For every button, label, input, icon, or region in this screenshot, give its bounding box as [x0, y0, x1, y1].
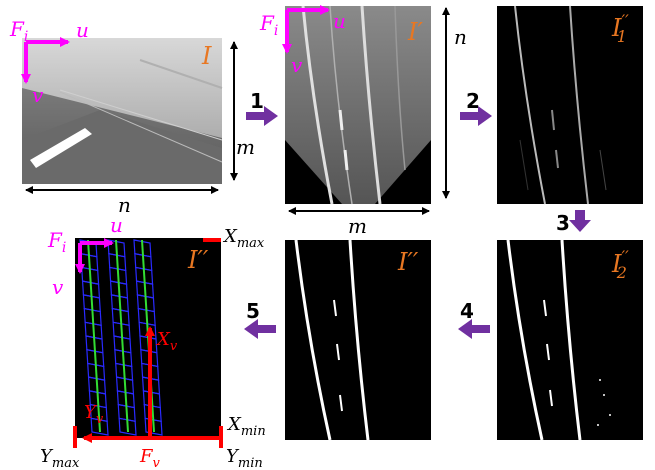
ipm-axis-u-label: u: [333, 9, 346, 33]
grid-cell: [144, 417, 163, 436]
ipm-dimension-n-label: n: [454, 25, 467, 49]
annotated-axis-u-label: u: [110, 213, 123, 237]
ipm-axis-v-label: v: [291, 53, 303, 77]
final-image-label: I′′: [397, 248, 419, 276]
fv-label: Fv: [139, 446, 161, 470]
dimension-n-label: n: [118, 193, 131, 217]
lane-grid: [79, 239, 163, 436]
grid-cell: [118, 417, 137, 436]
ymin-label: Ymin: [226, 446, 263, 470]
ipm-image-label: I′: [407, 18, 423, 46]
filtered-image-panel: [497, 5, 643, 205]
xv-label: Xv: [155, 329, 178, 354]
threshold-image-panel: [497, 239, 643, 441]
frame-fi-label: Fi: [9, 17, 28, 45]
ipm-dimension-m-label: m: [348, 214, 367, 238]
annotated-frame-axes: [75, 238, 114, 274]
annotated-image-label: I′′: [187, 246, 209, 274]
ymax-label: Ymax: [40, 446, 80, 470]
step-2-arrow: [460, 106, 492, 126]
vehicle-frame: [73, 238, 223, 448]
ipm-frame-axes: [282, 5, 330, 54]
step-5-label: 5: [246, 299, 260, 323]
xmin-label: Xmin: [226, 414, 266, 439]
lane-dash: [30, 128, 92, 168]
step-3-arrow: [569, 210, 591, 232]
final-image-panel: [285, 239, 431, 441]
threshold-image-label: I′′ 2: [611, 247, 629, 282]
yv-label: Yv: [84, 402, 104, 427]
step-4-label: 4: [460, 299, 474, 323]
xmax-label: Xmax: [222, 226, 265, 251]
step-2-label: 2: [466, 89, 480, 113]
filtered-image-label: I′′ 1: [611, 11, 629, 46]
grid-cell: [90, 417, 109, 436]
step-5-arrow: [244, 319, 276, 339]
annotated-axis-v-label: v: [52, 275, 64, 299]
step-4-arrow: [458, 319, 490, 339]
axis-u-label: u: [76, 18, 89, 42]
step-3-label: 3: [556, 211, 570, 235]
dimension-m-label: m: [236, 135, 255, 159]
ipm-image-panel: [285, 5, 431, 205]
axis-v-label: v: [32, 83, 44, 107]
ipm-frame-fi-label: Fi: [259, 11, 278, 39]
annotated-frame-fi-label: Fi: [47, 228, 66, 256]
input-image-label: I: [201, 42, 212, 70]
input-image-panel: [22, 38, 223, 184]
step-1-arrow: [246, 106, 278, 126]
step-1-label: 1: [250, 89, 264, 113]
input-frame-axes: [21, 37, 70, 84]
